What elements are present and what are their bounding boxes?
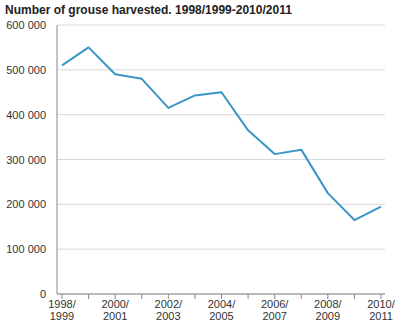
x-tick-label-part: 2009: [316, 310, 340, 320]
x-tick-label-part: 2008/: [314, 298, 342, 310]
x-tick: [248, 294, 249, 299]
title: Number of grouse harvested. 1998/1999-20…: [5, 3, 292, 17]
y-tick-label: 200 000: [6, 198, 46, 210]
x-tick-label-part: 2004/: [208, 298, 236, 310]
grid-line: [57, 25, 385, 26]
x-tick-label-part: 2002/: [155, 298, 183, 310]
x-tick-label-part: 2007: [262, 310, 286, 320]
grid-line: [57, 114, 385, 115]
x-tick: [354, 294, 355, 299]
x-tick-label: 2006/2007: [261, 298, 289, 320]
grid-line: [57, 204, 385, 205]
x-tick-label-part: 2005: [209, 310, 233, 320]
x-tick-label-part: 2001: [103, 310, 127, 320]
x-tick-label-part: 2006/: [261, 298, 289, 310]
x-tick-label-part: 2003: [156, 310, 180, 320]
x-tick-label-part: 1999: [50, 310, 74, 320]
y-tick-label: 400 000: [6, 109, 46, 121]
x-tick-label: 2004/2005: [208, 298, 236, 320]
y-tick-label: 100 000: [6, 243, 46, 255]
x-tick-label: 2008/2009: [314, 298, 342, 320]
x-tick: [194, 294, 195, 299]
x-tick-label-part: 1998/: [48, 298, 76, 310]
y-tick-label: 500 000: [6, 64, 46, 76]
x-tick-label-part: 2011: [369, 310, 393, 320]
x-tick-label-part: 2000/: [101, 298, 129, 310]
y-tick-label: 300 000: [6, 154, 46, 166]
series-line: [62, 47, 381, 220]
grid-line: [57, 69, 385, 70]
x-tick-label: 2002/2003: [155, 298, 183, 320]
plot-area: [62, 47, 381, 220]
y-axis: [57, 25, 58, 294]
grid-line: [57, 159, 385, 160]
x-tick-label-part: 2010/: [367, 298, 395, 310]
x-tick-label: 1998/1999: [48, 298, 76, 320]
x-tick-label: 2010/2011: [367, 298, 395, 320]
x-tick: [141, 294, 142, 299]
y-tick-label: 600 000: [6, 19, 46, 31]
chart: Number of grouse harvested. 1998/1999-20…: [0, 0, 400, 320]
x-tick: [88, 294, 89, 299]
x-tick-label: 2000/2001: [101, 298, 129, 320]
grid-line: [57, 249, 385, 250]
x-tick: [301, 294, 302, 299]
y-tick-label: 0: [40, 288, 46, 300]
